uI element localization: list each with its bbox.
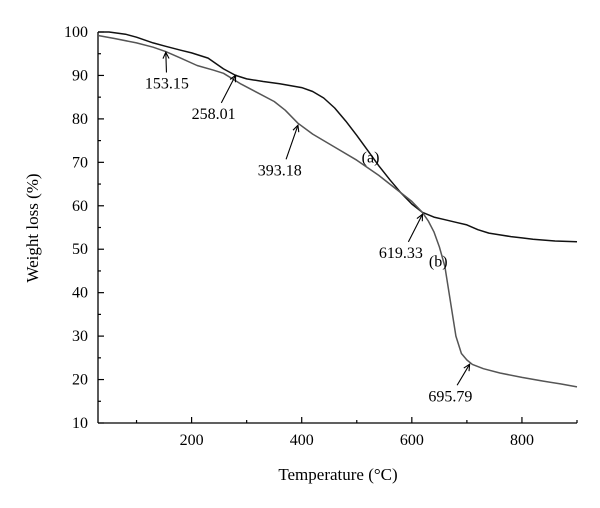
y-tick-label: 60 <box>72 198 88 215</box>
y-tick-label: 10 <box>72 415 88 432</box>
annotation-arrow <box>407 214 423 243</box>
annotation-label: 393.18 <box>258 162 302 179</box>
y-tick-label: 80 <box>72 111 88 128</box>
annotation-label: (a) <box>362 149 380 166</box>
annotation-label: 619.33 <box>379 245 423 262</box>
y-tick-label: 30 <box>72 328 88 345</box>
y-tick-label: 90 <box>72 67 88 84</box>
axes: 200 400 600 800 10 20 30 40 50 60 70 80 90 100 <box>64 24 578 449</box>
x-tick-label: 800 <box>510 432 534 449</box>
annotation-arrowhead <box>162 50 170 59</box>
annotation-arrowhead <box>292 124 300 133</box>
x-tick-label: 600 <box>400 432 424 449</box>
annotation-arrow <box>285 125 299 160</box>
x-axis-title: Temperature (°C) <box>278 465 397 484</box>
annotation-arrowhead <box>463 363 471 372</box>
series-line-b <box>97 34 578 388</box>
y-tick-label: 20 <box>72 372 88 389</box>
annotation-label: 695.79 <box>428 388 472 405</box>
y-axis-title: Weight loss (%) <box>23 173 42 282</box>
x-tick-label: 200 <box>180 432 204 449</box>
annotation-label: 258.01 <box>192 106 236 123</box>
y-tick-label: 70 <box>72 154 88 171</box>
annotation-label: (b) <box>429 254 448 271</box>
y-tick-label: 100 <box>64 24 88 41</box>
y-tick-label: 50 <box>72 241 88 258</box>
annotation-arrowhead <box>416 213 424 222</box>
annotation-arrow <box>165 52 168 73</box>
annotation-arrowhead <box>229 74 237 83</box>
series-group <box>97 31 578 388</box>
annotation-label: 153.15 <box>145 75 189 92</box>
y-tick-label: 40 <box>72 285 88 302</box>
annotation-arrow <box>456 363 471 386</box>
x-tick-label: 400 <box>290 432 314 449</box>
annotation-arrow <box>220 75 237 104</box>
series-line-a <box>98 31 578 243</box>
